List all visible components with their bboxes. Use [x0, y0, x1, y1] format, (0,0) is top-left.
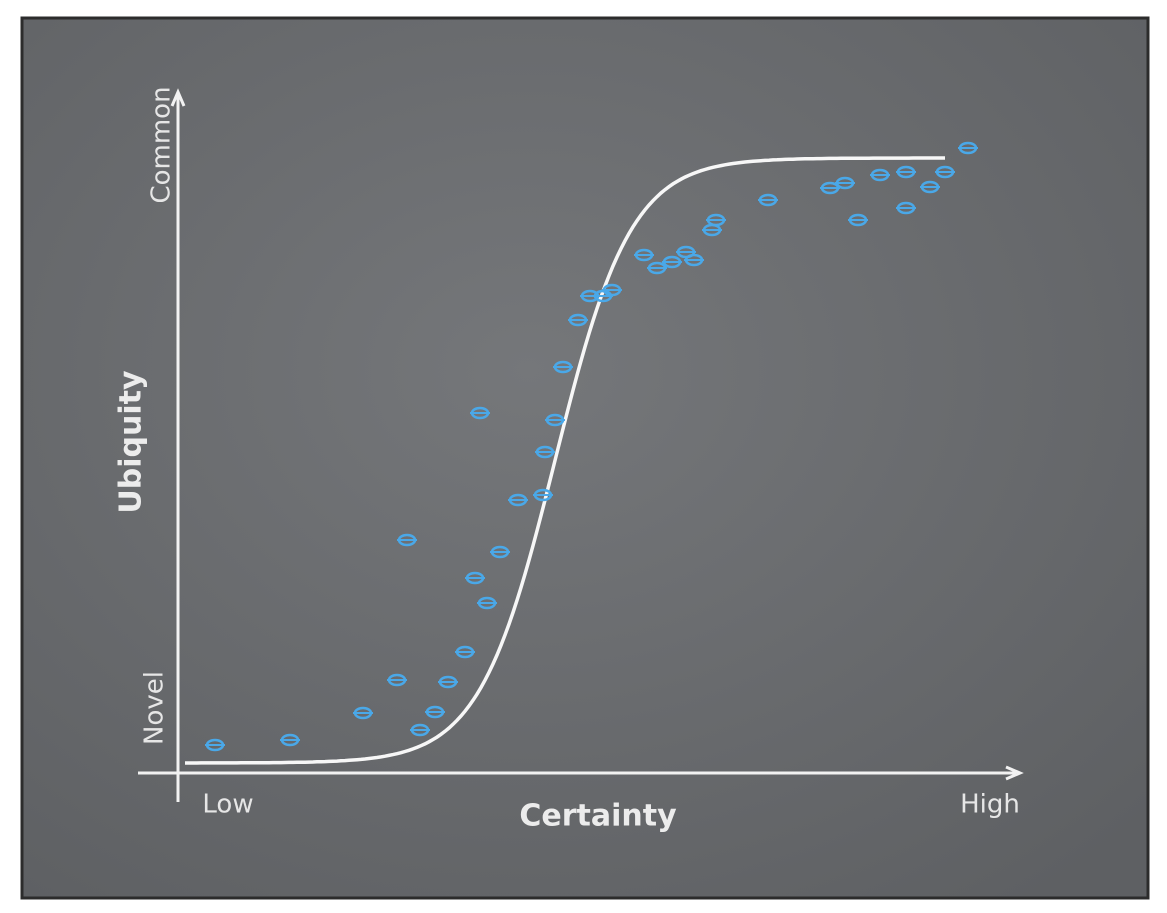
y-title: Ubiquity	[114, 370, 149, 514]
page: {"axes": {"y_title": "Ubiquity", "y_top"…	[0, 0, 1167, 913]
y-bottom-label: Novel	[140, 671, 170, 745]
x-title: Certainty	[519, 799, 677, 834]
x-right-label: High	[960, 790, 1020, 820]
y-top-label: Common	[147, 86, 177, 203]
diagram: Common Novel Ubiquity Low High Certainty	[0, 0, 1167, 913]
x-left-label: Low	[202, 790, 253, 820]
board	[22, 18, 1148, 898]
